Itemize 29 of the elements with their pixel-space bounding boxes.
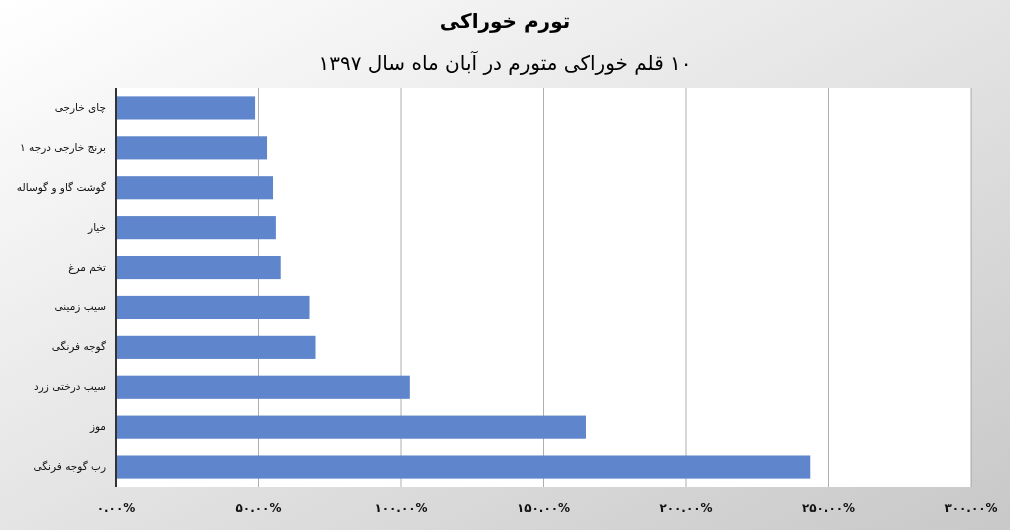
x-tick-label: ۲۰۰.۰۰% [659,501,713,515]
y-tick-label: سیب درختی زرد [34,380,106,394]
x-tick-label: ۵۰.۰۰% [235,501,282,515]
y-tick-label: سیب زمینی [54,300,106,314]
y-tick-label: چای خارجی [54,100,106,114]
y-tick-label: گوشت گاو و گوساله [16,180,106,194]
x-tick-label: ۱۰۰.۰۰% [374,501,428,515]
bar [116,415,586,439]
bar [116,455,811,479]
chart-subtitle: ۱۰ قلم خوراکی متورم در آبان ماه سال ۱۳۹۷ [318,50,692,75]
y-tick-label: خیار [87,220,106,234]
y-tick-label: گوجه فرنگی [51,340,106,354]
bar [116,96,256,120]
y-tick-label: تخم مرغ [68,260,107,274]
x-tick-label: ۳۰۰.۰۰% [944,501,998,515]
chart-title: تورم خوراکی [439,9,571,33]
bar [116,136,268,160]
bar [116,335,316,359]
bar [116,216,276,240]
bar [116,375,410,399]
y-tick-label: برنج خارجی درجه ۱ [20,140,106,154]
bar [116,176,274,200]
x-tick-label: ۲۵۰.۰۰% [801,501,856,515]
x-tick-label: ۱۵۰.۰۰% [516,501,571,515]
bar [116,295,310,320]
bar [116,255,281,280]
y-tick-label: رب گوجه فرنگی [33,460,106,474]
y-tick-label: موز [88,420,106,434]
x-tick-label: ۰.۰۰% [96,501,136,515]
